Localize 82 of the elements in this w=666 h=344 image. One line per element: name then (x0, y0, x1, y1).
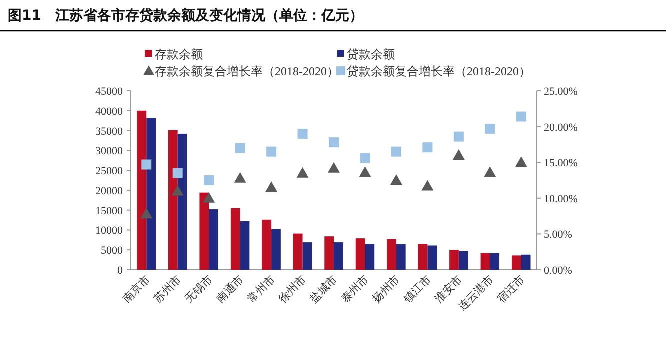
bar (324, 236, 334, 270)
legend-label: 存款余额复合增长率（2018-2020） (155, 64, 339, 78)
x-tick-label: 无锡市 (182, 272, 216, 306)
point (203, 192, 216, 203)
x-tick-label: 泰州市 (338, 272, 372, 306)
bar (490, 253, 500, 270)
point (266, 182, 278, 192)
bar (168, 130, 178, 270)
bar (450, 250, 459, 270)
y2-tick-label: 5.00% (544, 229, 572, 242)
bar (480, 253, 490, 270)
point (140, 208, 153, 219)
legend-label: 贷款余额复合增长率（2018-2020） (347, 64, 531, 78)
bar (396, 244, 406, 270)
bar (458, 251, 468, 270)
point (390, 174, 402, 185)
point (422, 142, 433, 153)
bar (272, 229, 281, 270)
point (329, 138, 339, 148)
bar (521, 254, 531, 270)
point (359, 166, 372, 178)
bar (230, 208, 240, 270)
chart-title: 图11 江苏省各市存贷款余额及变化情况（单位：亿元） (8, 7, 364, 24)
y-tick-label: 10000 (96, 225, 124, 238)
bar (293, 234, 303, 270)
bar (428, 246, 438, 270)
bar (137, 110, 147, 270)
point (142, 160, 152, 170)
bar (178, 134, 188, 270)
point (235, 143, 246, 154)
point (296, 167, 309, 178)
x-tick-label: 扬州市 (370, 272, 403, 306)
x-tick-label: 常州市 (245, 272, 278, 306)
bar (512, 256, 522, 270)
y-tick-label: 15000 (96, 205, 124, 218)
point (484, 166, 496, 178)
y-tick-label: 20000 (96, 185, 124, 198)
y-tick-label: 5000 (101, 245, 124, 258)
bar (146, 118, 156, 270)
point (452, 149, 465, 160)
bar (209, 210, 218, 270)
bar (200, 192, 210, 270)
point (391, 146, 402, 157)
legend-label: 贷款余额 (347, 48, 395, 62)
point (328, 162, 340, 173)
x-tick-label: 宿迁市 (494, 272, 528, 306)
bar (365, 244, 375, 270)
point (515, 156, 528, 168)
point (485, 124, 496, 134)
point (298, 128, 308, 139)
point (360, 153, 370, 164)
x-tick-label: 镇江市 (400, 272, 434, 306)
point (454, 132, 464, 142)
y2-tick-label: 0.00% (544, 265, 572, 277)
point (422, 180, 434, 191)
point (266, 146, 277, 157)
x-tick-label: 盐城市 (308, 272, 340, 306)
bar (240, 221, 250, 270)
point (172, 168, 183, 178)
y2-tick-label: 25.00% (544, 86, 578, 98)
x-tick-label: 南通市 (214, 272, 246, 306)
bar (302, 242, 312, 270)
y2-tick-label: 10.00% (544, 193, 578, 206)
bar (356, 238, 366, 270)
point (516, 112, 526, 122)
x-tick-label: 徐州市 (276, 272, 309, 306)
legend-label: 存款余额 (155, 48, 203, 62)
bar (418, 244, 428, 270)
y-tick-label: 35000 (96, 126, 124, 138)
y-tick-label: 25000 (96, 166, 124, 178)
bar (387, 239, 396, 270)
point (204, 176, 214, 186)
bar (334, 242, 344, 270)
y-tick-label: 45000 (96, 86, 124, 98)
x-tick-label: 苏州市 (151, 272, 184, 306)
y-tick-label: 30000 (96, 146, 124, 158)
point (172, 185, 184, 196)
y2-tick-label: 20.00% (544, 122, 578, 134)
y2-tick-label: 15.00% (544, 158, 578, 170)
point (234, 172, 246, 183)
bar (262, 220, 272, 270)
y-tick-label: 40000 (96, 106, 124, 118)
